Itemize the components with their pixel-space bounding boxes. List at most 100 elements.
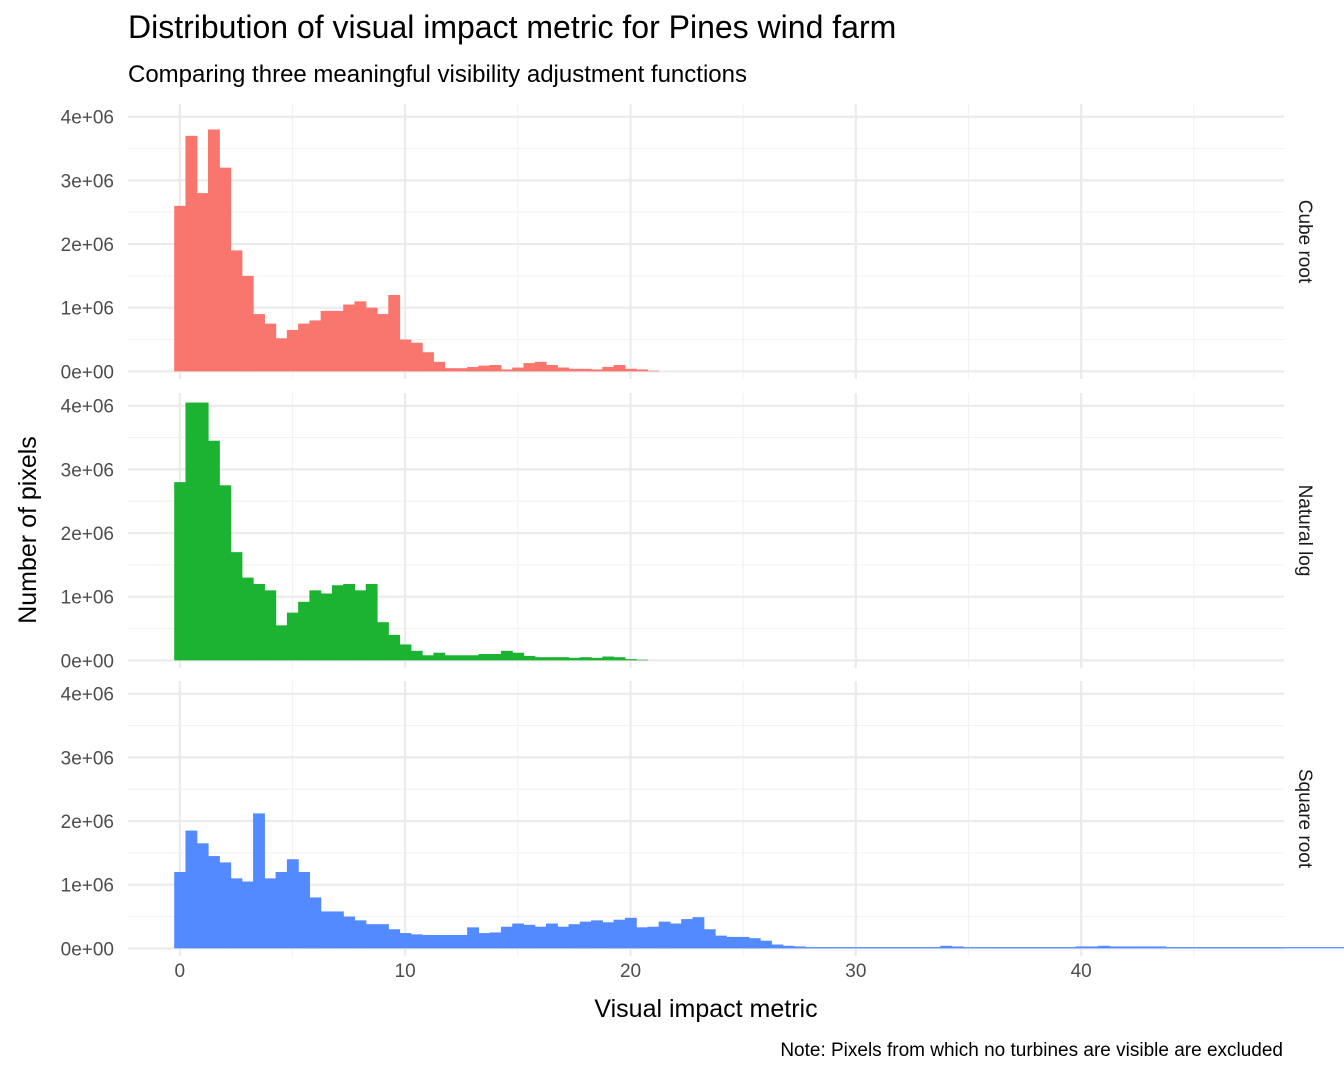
histogram-bar [219,485,232,661]
histogram-bar [410,650,423,661]
histogram-bar [579,921,592,949]
histogram-bar [579,657,592,661]
histogram-bar [478,933,491,949]
histogram-bar [185,402,198,661]
histogram-bar [467,927,480,949]
histogram-bar [962,947,975,949]
histogram-bar [1143,946,1156,949]
y-tick-label: 1e+06 [61,588,114,609]
histogram-bar [624,659,637,661]
y-tick-label: 3e+06 [61,460,114,481]
histogram-bar [715,935,727,949]
histogram-bar [478,365,491,372]
histogram-bar [264,878,277,949]
histogram-bar [500,926,513,949]
histogram-bar [185,135,198,372]
histogram-bar [940,945,953,949]
histogram-bar [444,655,457,661]
histogram-bar [861,947,874,949]
histogram-bar [320,593,333,661]
histogram-bar [489,932,502,949]
histogram-bar [253,314,265,372]
histogram-bar [455,934,468,949]
histogram-bar [196,843,209,949]
histogram-bar [805,947,818,949]
facet-strip-label: Natural log [1294,485,1315,577]
histogram-bar [253,583,265,661]
histogram-bar [1289,947,1302,949]
histogram-bar [816,947,829,949]
histogram-bar [388,929,401,949]
histogram-bar [737,936,750,949]
histogram-bar [624,917,637,949]
histogram-bar [793,946,806,949]
facet-panels: 0e+00 1e+06 2e+06 3e+06 4e+06 Cube root 0e+00 1… [61,104,1344,960]
y-tick-label: 3e+06 [61,171,114,192]
histogram-bar [185,830,198,949]
facet-panel: 0e+00 1e+06 2e+06 3e+06 4e+06 Cube root [61,104,1315,383]
histogram-bar [1334,947,1344,949]
histogram-bar [557,657,570,661]
x-tick-label: 40 [1071,961,1092,982]
chart-title: Distribution of visual impact metric for… [128,9,896,45]
histogram-bar [196,193,209,372]
histogram-bar [1278,947,1291,949]
histogram-bar [309,590,322,661]
histogram-bar [264,323,277,372]
y-tick-label: 0e+00 [61,362,114,383]
histogram-bar [884,947,896,949]
histogram-bar [557,926,570,949]
histogram-bar [444,368,457,372]
chart-subtitle: Comparing three meaningful visibility ad… [128,61,747,88]
histogram-bar [275,338,288,372]
histogram-bar [1154,946,1167,949]
histogram-bar [568,924,581,949]
histogram-bar [422,934,434,949]
histogram-bar [208,129,220,372]
histogram-bars [174,402,649,661]
histogram-bar [557,367,570,372]
histogram-bar [613,657,626,661]
y-tick-label: 2e+06 [61,812,114,833]
x-tick-label: 30 [845,961,866,982]
histogram-bar [692,917,705,949]
histogram-bar [467,366,480,372]
histogram-bar [906,947,919,949]
histogram-bar [1244,947,1257,949]
histogram-bar [636,659,649,661]
histogram-bar [647,370,660,372]
histogram-bar [230,250,243,372]
histogram-bar [602,656,615,661]
histogram-bar [568,657,581,661]
histogram-bar [467,655,480,661]
facet-strip-label: Square root [1294,769,1315,869]
histogram-bar [974,947,987,949]
histogram-bar [636,927,649,949]
histogram-bar [331,310,344,372]
histogram-bar [433,934,446,949]
histogram-bar [512,367,525,372]
histogram-bar [760,940,772,949]
histogram-bar [985,947,998,949]
histogram-bar [399,339,412,372]
histogram-bar [602,366,615,372]
histogram-bar [377,924,389,949]
x-axis-ticks: 0 10 20 30 40 [175,961,1092,982]
histogram-bar [455,368,468,372]
histogram-bar [331,585,344,661]
histogram-bar [1041,947,1054,949]
x-tick-label: 10 [395,961,416,982]
histogram-bar [726,936,739,949]
histogram-bar [309,897,322,949]
histogram-bar [1120,946,1133,949]
histogram-bar [827,947,840,949]
histogram-bar [1188,947,1201,949]
histogram-bar [636,369,649,372]
histogram-bar [591,369,603,372]
histogram-bar [275,625,288,661]
histogram-bar [591,657,603,661]
histogram-bar [568,368,581,372]
histogram-bar [534,657,547,661]
histogram-bar [1098,945,1110,949]
histogram-bar [512,652,525,661]
